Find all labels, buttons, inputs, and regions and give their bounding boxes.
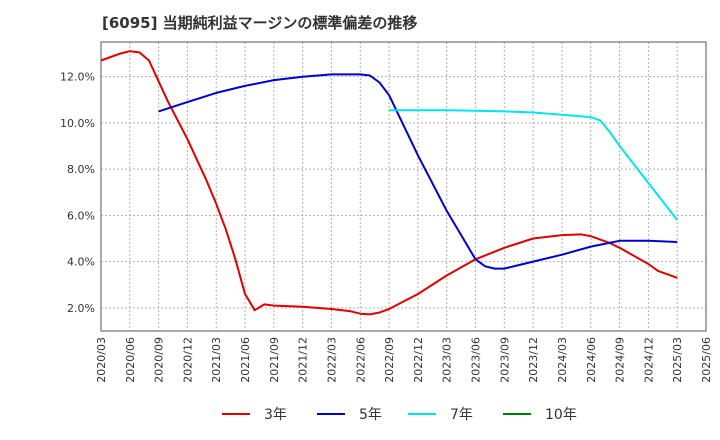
x-tick-label: 2021/03 — [210, 337, 223, 383]
x-tick-label: 2024/03 — [556, 337, 569, 383]
x-tick-label: 2023/03 — [441, 337, 454, 383]
x-tick-label: 2021/09 — [268, 337, 281, 383]
x-axis-ticks: 2020/03 2020/06 2020/09 2020/12 2021/03 2021/… — [95, 337, 713, 383]
x-tick-label: 2020/06 — [124, 337, 137, 383]
y-axis-ticks: 2.0% 4.0% 6.0% 8.0% 10.0% 12.0% — [60, 71, 95, 315]
legend-label: 3年 — [264, 407, 287, 423]
x-tick-label: 2023/12 — [527, 337, 540, 383]
x-tick-label: 2021/06 — [239, 337, 252, 383]
x-tick-label: 2022/06 — [354, 337, 367, 383]
x-tick-label: 2023/09 — [498, 337, 511, 383]
x-tick-label: 2020/09 — [153, 337, 166, 383]
y-tick-label: 8.0% — [67, 163, 95, 176]
x-tick-label: 2025/06 — [700, 337, 713, 383]
chart-title: [6095] 当期純利益マージンの標準偏差の推移 — [102, 14, 418, 32]
series-line — [158, 73, 678, 270]
x-tick-label: 2022/12 — [412, 337, 425, 383]
x-tick-label: 2020/12 — [181, 337, 194, 383]
legend-label: 5年 — [359, 407, 382, 423]
series-line — [100, 50, 678, 316]
x-tick-label: 2022/03 — [325, 337, 338, 383]
series-layer — [100, 50, 678, 316]
series-line — [389, 109, 678, 221]
legend-label: 10年 — [545, 407, 577, 423]
x-tick-label: 2023/06 — [470, 337, 483, 383]
x-tick-label: 2024/06 — [585, 337, 598, 383]
legend: 3年 5年 7年 10年 — [222, 407, 577, 423]
y-tick-label: 10.0% — [60, 117, 95, 130]
x-tick-label: 2022/09 — [383, 337, 396, 383]
x-tick-label: 2021/12 — [297, 337, 310, 383]
plot-frame — [100, 41, 707, 332]
x-tick-label: 2020/03 — [95, 337, 108, 383]
x-tick-label: 2024/12 — [642, 337, 655, 383]
x-tick-label: 2024/09 — [614, 337, 627, 383]
y-tick-label: 4.0% — [67, 256, 95, 269]
y-tick-label: 2.0% — [67, 302, 95, 315]
y-tick-label: 6.0% — [67, 209, 95, 222]
legend-label: 7年 — [450, 407, 473, 423]
x-tick-label: 2025/03 — [671, 337, 684, 383]
grid-layer — [100, 42, 707, 331]
y-tick-label: 12.0% — [60, 71, 95, 84]
